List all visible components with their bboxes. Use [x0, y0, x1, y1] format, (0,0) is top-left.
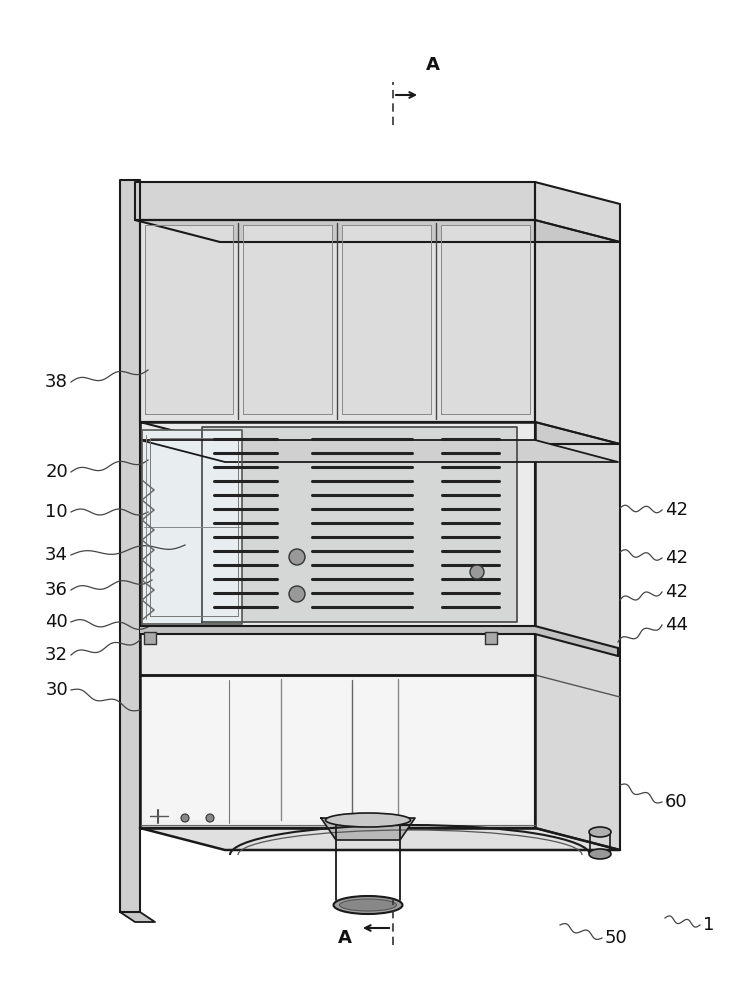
- Text: 42: 42: [665, 501, 688, 519]
- Polygon shape: [140, 828, 620, 850]
- Text: 32: 32: [45, 646, 68, 664]
- Ellipse shape: [334, 896, 403, 914]
- Ellipse shape: [589, 849, 611, 859]
- Polygon shape: [202, 427, 517, 622]
- Circle shape: [289, 549, 305, 565]
- Polygon shape: [120, 180, 140, 912]
- Text: 38: 38: [45, 373, 68, 391]
- Polygon shape: [441, 225, 530, 414]
- Polygon shape: [144, 632, 156, 644]
- Polygon shape: [243, 225, 332, 414]
- Text: 60: 60: [665, 793, 687, 811]
- Polygon shape: [140, 675, 535, 828]
- Text: 36: 36: [45, 581, 68, 599]
- Text: 42: 42: [665, 549, 688, 567]
- Text: A: A: [426, 56, 440, 74]
- Polygon shape: [142, 430, 242, 624]
- Polygon shape: [140, 626, 618, 656]
- Text: 42: 42: [665, 583, 688, 601]
- Polygon shape: [142, 679, 533, 820]
- Circle shape: [470, 565, 484, 579]
- Polygon shape: [321, 818, 415, 840]
- Polygon shape: [140, 220, 535, 422]
- Polygon shape: [140, 422, 620, 444]
- Text: 20: 20: [45, 463, 68, 481]
- Polygon shape: [135, 220, 620, 242]
- Polygon shape: [145, 225, 233, 414]
- Text: 50: 50: [605, 929, 628, 947]
- Polygon shape: [535, 182, 620, 850]
- Text: 30: 30: [45, 681, 68, 699]
- Polygon shape: [342, 225, 431, 414]
- Ellipse shape: [589, 827, 611, 837]
- Text: 44: 44: [665, 616, 688, 634]
- Polygon shape: [140, 440, 618, 462]
- Polygon shape: [135, 182, 535, 220]
- Circle shape: [289, 586, 305, 602]
- Ellipse shape: [325, 813, 410, 827]
- Polygon shape: [140, 422, 535, 675]
- Ellipse shape: [340, 899, 397, 911]
- Circle shape: [181, 814, 189, 822]
- Text: 1: 1: [703, 916, 715, 934]
- Text: 10: 10: [45, 503, 68, 521]
- Polygon shape: [120, 912, 155, 922]
- Circle shape: [206, 814, 214, 822]
- Polygon shape: [485, 632, 497, 644]
- Text: 40: 40: [45, 613, 68, 631]
- Text: A: A: [338, 929, 352, 947]
- Text: 34: 34: [45, 546, 68, 564]
